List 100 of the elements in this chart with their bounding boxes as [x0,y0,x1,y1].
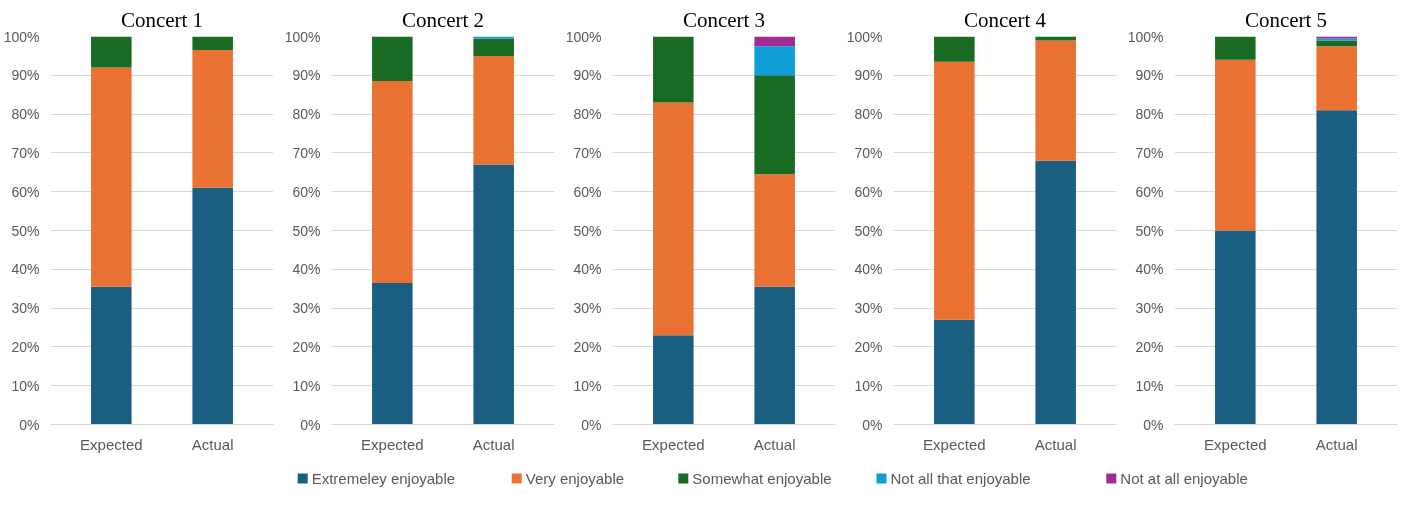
y-tick-label: 20% [11,338,40,355]
y-tick-label: 90% [11,67,40,84]
x-tick-label: Expected [642,435,705,453]
bar [1215,59,1256,231]
legend-label: Somewhat enjoyable [692,470,832,487]
y-tick-label: 60% [854,183,883,200]
bar [653,335,694,425]
y-tick-label: 0% [19,416,40,433]
x-tick-label: Expected [923,435,986,453]
y-tick-label: 60% [292,183,321,200]
y-tick-label: 100% [1127,28,1164,45]
y-tick-label: 90% [292,67,321,84]
y-tick-label: 0% [862,416,883,433]
y-tick-label: 30% [573,300,602,317]
bar [91,36,132,68]
y-tick-label: 90% [854,67,883,84]
bar [192,187,233,425]
y-tick-label: 70% [1135,144,1164,161]
bar [1035,40,1076,161]
y-tick-label: 80% [1135,106,1164,123]
x-tick-label: Actual [753,435,796,453]
legend-label: Not at all enjoyable [1120,470,1248,487]
y-tick-label: 20% [292,338,321,355]
y-tick-label: 100% [565,28,602,45]
bar [1215,36,1256,60]
y-tick-label: 100% [846,28,883,45]
y-tick-label: 60% [573,183,602,200]
legend-label: Extremeley enjoyable [311,470,456,487]
y-tick-label: 0% [300,416,321,433]
bar [1215,230,1256,425]
y-tick-label: 50% [11,222,40,239]
y-tick-label: 20% [1135,338,1164,355]
y-tick-label: 60% [11,183,40,200]
y-tick-label: 70% [854,144,883,161]
x-tick-label: Actual [191,435,234,453]
bar [1316,110,1357,425]
chart-title: Concert 1 [120,7,204,32]
y-tick-label: 20% [573,338,602,355]
bar [91,67,132,287]
y-tick-label: 90% [1135,67,1164,84]
bar [754,174,795,287]
y-tick-label: 70% [573,144,602,161]
x-tick-label: Actual [472,435,515,453]
y-tick-label: 10% [11,377,40,394]
bar [91,286,132,425]
y-tick-label: 10% [854,377,883,394]
y-tick-label: 80% [854,106,883,123]
bar [473,55,514,165]
y-tick-label: 80% [573,106,602,123]
x-tick-label: Expected [361,435,424,453]
y-tick-label: 100% [284,28,321,45]
y-tick-label: 0% [1143,416,1164,433]
bar [653,102,694,336]
bar [653,36,694,103]
y-tick-label: 10% [573,377,602,394]
y-tick-label: 30% [1135,300,1164,317]
y-tick-label: 60% [1135,183,1164,200]
bar [1316,46,1357,111]
bar [754,36,795,47]
y-tick-label: 30% [854,300,883,317]
y-tick-label: 80% [292,106,321,123]
y-tick-label: 50% [573,222,602,239]
y-tick-label: 70% [292,144,321,161]
bar [372,36,413,82]
bar [473,38,514,56]
x-tick-label: Expected [1204,435,1267,453]
bar [754,75,795,175]
legend-label: Very enjoyable [525,470,625,487]
y-tick-label: 50% [1135,222,1164,239]
bar [934,36,975,62]
bar [192,50,233,188]
bar [192,36,233,51]
legend-label: Not all that enjoyable [890,470,1031,487]
bar [934,61,975,320]
chart-title: Concert 5 [1244,7,1328,32]
chart-title: Concert 4 [963,7,1047,32]
bar [372,282,413,425]
bar [754,286,795,425]
bar [1035,160,1076,425]
y-tick-label: 10% [1135,377,1164,394]
y-tick-label: 50% [854,222,883,239]
bar [473,164,514,425]
y-tick-label: 100% [3,28,40,45]
x-tick-label: Actual [1315,435,1358,453]
y-tick-label: 0% [581,416,602,433]
y-tick-label: 10% [292,377,321,394]
bar [1316,40,1357,47]
chart-title: Concert 2 [401,7,485,32]
bar [934,319,975,425]
x-tick-label: Expected [80,435,143,453]
y-tick-label: 70% [11,144,40,161]
y-tick-label: 40% [292,261,321,278]
y-tick-label: 40% [854,261,883,278]
y-tick-label: 40% [11,261,40,278]
y-tick-label: 40% [1135,261,1164,278]
bar [372,81,413,283]
y-tick-label: 30% [11,300,40,317]
bar [754,46,795,76]
y-tick-label: 20% [854,338,883,355]
y-tick-label: 90% [573,67,602,84]
